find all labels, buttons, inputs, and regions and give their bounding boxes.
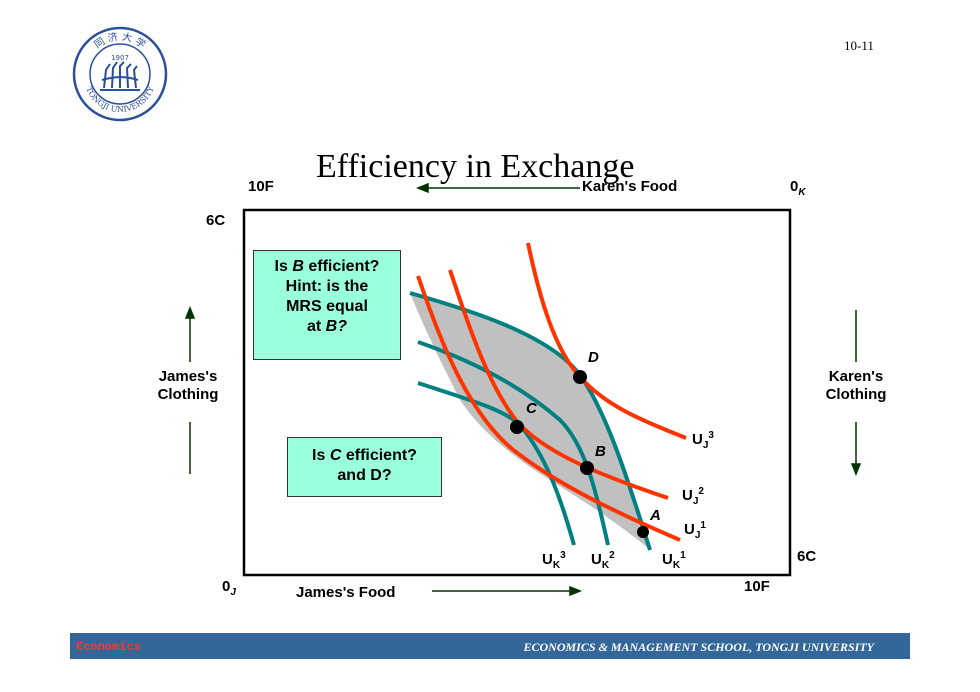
slide-title: Efficiency in Exchange bbox=[316, 148, 635, 185]
point-c-label: C bbox=[526, 400, 538, 417]
callout-is-c-efficient: Is C efficient? and D? bbox=[287, 437, 442, 497]
page-number: 10-11 bbox=[844, 38, 874, 53]
karen-indifference-curve-uk2 bbox=[417, 340, 610, 546]
tongji-university-logo: 同 济 大 学 TONGJI UNIVERSITY 1907 bbox=[72, 26, 168, 122]
karen-origin-label: 0K bbox=[790, 178, 806, 198]
callout-is-b-efficient: Is B efficient? Hint: is the MRS equal a… bbox=[253, 250, 401, 360]
james-food-max-label: 10F bbox=[744, 578, 770, 595]
karen-food-axis-label: Karen's Food bbox=[582, 178, 678, 195]
logo-year: 1907 bbox=[111, 54, 129, 62]
point-d-label: D bbox=[588, 349, 599, 366]
curve-label-uj1: UJ1 bbox=[684, 520, 706, 541]
james-food-axis-label: James's Food bbox=[296, 584, 396, 601]
point-b-marker bbox=[580, 461, 594, 475]
curve-label-uj2: UJ2 bbox=[682, 486, 704, 507]
footer-course-label: Economics bbox=[76, 640, 141, 654]
point-c-marker bbox=[510, 420, 524, 434]
edgeworth-box bbox=[242, 208, 792, 577]
footer-bar bbox=[70, 633, 910, 659]
james-clothing-max-label: 6C bbox=[206, 212, 226, 229]
karen-clothing-max-label: 6C bbox=[797, 548, 817, 565]
point-d-marker bbox=[573, 370, 587, 384]
point-a-marker bbox=[637, 526, 649, 538]
karen-food-max-label: 10F bbox=[248, 178, 274, 195]
point-a-label: A bbox=[649, 507, 661, 524]
efficiency-lens bbox=[410, 293, 648, 548]
james-origin-label: 0J bbox=[222, 578, 236, 598]
footer-school-label: ECONOMICS & MANAGEMENT SCHOOL, TONGJI UN… bbox=[523, 640, 874, 654]
curve-label-uk2: UK2 bbox=[591, 550, 615, 571]
point-b-label: B bbox=[595, 443, 606, 460]
james-indifference-curve-uj1 bbox=[416, 275, 681, 542]
james-clothing-axis-label: James's Clothing bbox=[157, 368, 219, 403]
logo-emblem-icon bbox=[100, 61, 140, 91]
karen-clothing-axis-label: Karen's Clothing bbox=[825, 368, 887, 403]
curve-label-uk3: UK3 bbox=[542, 550, 566, 571]
curve-label-uk1: UK1 bbox=[662, 550, 686, 571]
curve-label-uj3: UJ3 bbox=[692, 430, 714, 451]
